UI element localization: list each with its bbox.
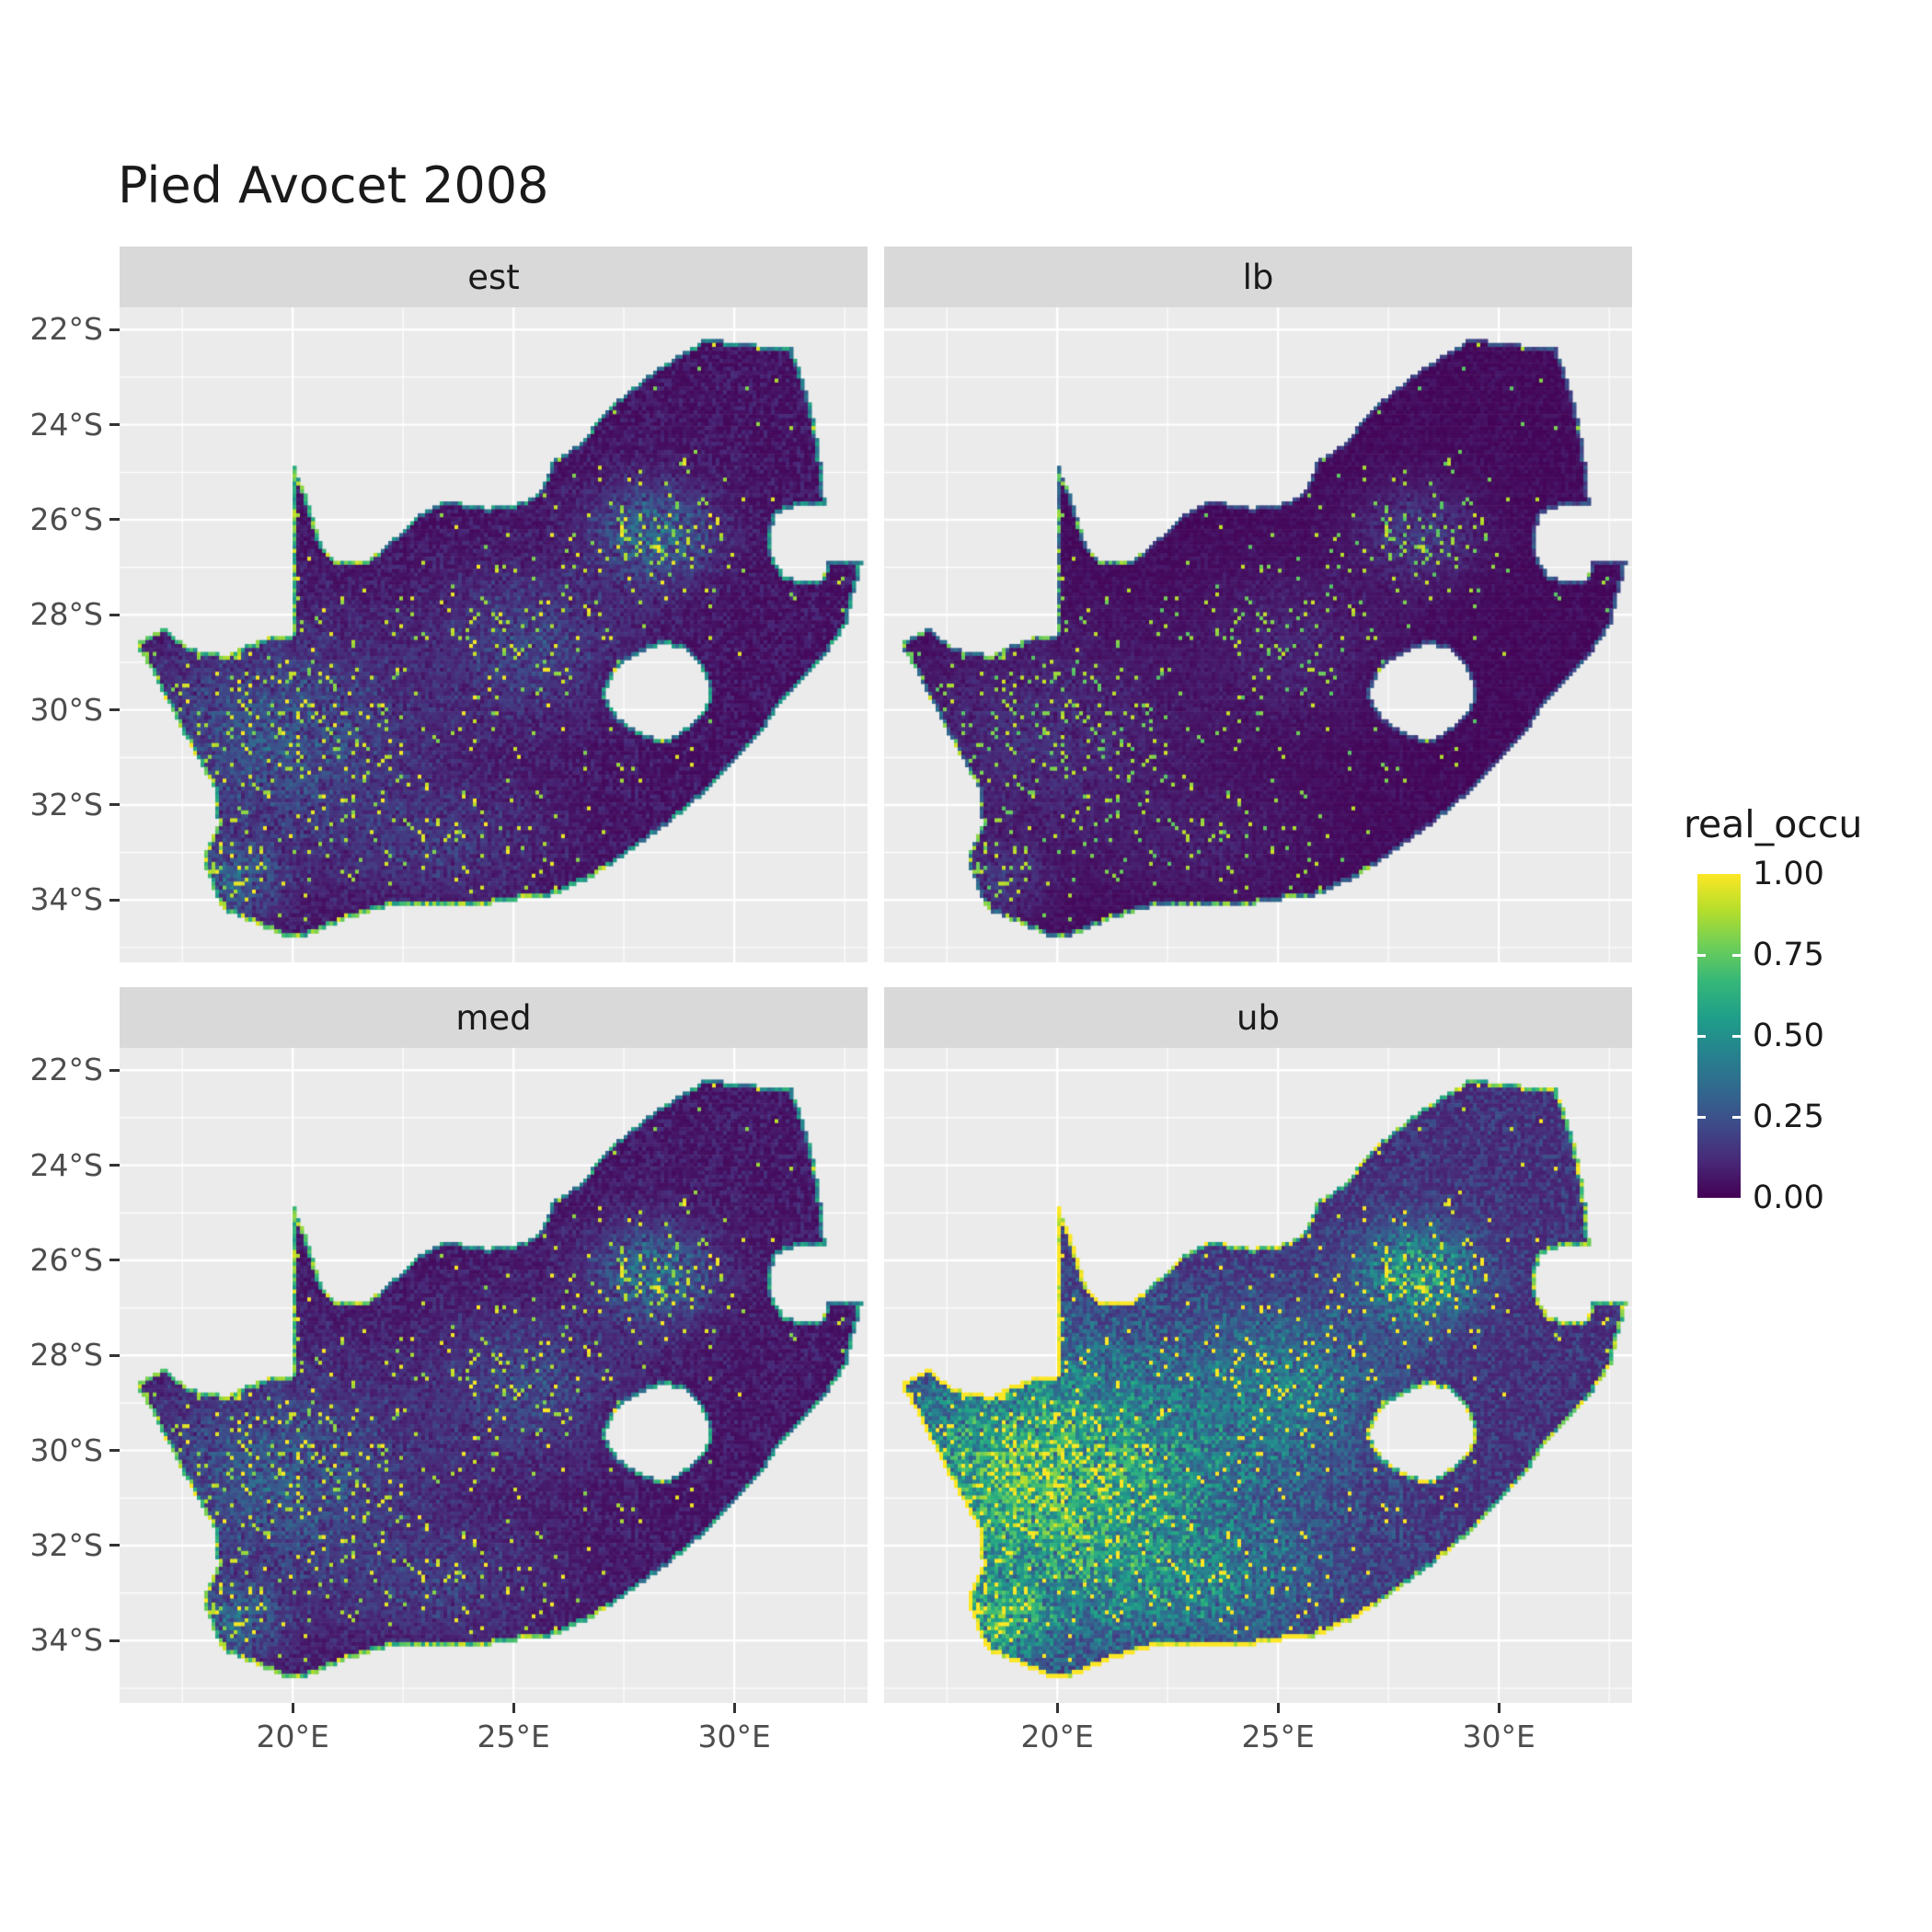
facet-label-ub: ub xyxy=(1236,997,1280,1038)
y-axis-tick xyxy=(109,1259,120,1262)
map-canvas-lb xyxy=(884,307,1632,962)
legend-tick-label: 0.75 xyxy=(1753,937,1824,973)
y-axis-label: 30°S xyxy=(29,1432,103,1468)
y-axis-tick xyxy=(109,328,120,331)
facet-strip-ub: ub xyxy=(884,987,1632,1048)
plot-title: Pied Avocet 2008 xyxy=(118,156,549,214)
facet-label-med: med xyxy=(455,997,532,1038)
map-canvas-est xyxy=(120,307,868,962)
x-axis-label: 20°E xyxy=(256,1719,329,1754)
x-axis-tick xyxy=(1497,1703,1501,1713)
facet-strip-est: est xyxy=(120,247,868,307)
y-axis-label: 26°S xyxy=(29,500,103,537)
legend-tick-label: 1.00 xyxy=(1753,856,1824,892)
y-axis-tick xyxy=(109,708,120,712)
facet-label-est: est xyxy=(467,257,520,297)
y-axis-tick xyxy=(109,1164,120,1167)
y-axis-label: 34°S xyxy=(29,1622,103,1659)
legend-tick-label: 0.00 xyxy=(1753,1179,1824,1216)
y-axis-label: 24°S xyxy=(29,406,103,443)
map-panel-ub xyxy=(884,1048,1632,1703)
y-axis-tick xyxy=(109,898,120,902)
y-axis-label: 26°S xyxy=(29,1241,103,1278)
x-axis-tick xyxy=(291,1703,294,1713)
y-axis-label: 28°S xyxy=(29,596,103,633)
y-axis-label: 28°S xyxy=(29,1337,103,1374)
legend-colorbar xyxy=(1697,874,1741,1198)
y-axis-label: 24°S xyxy=(29,1146,103,1183)
legend-tick-label: 0.50 xyxy=(1753,1018,1824,1054)
map-panel-med xyxy=(120,1048,868,1703)
y-axis-label: 22°S xyxy=(29,311,103,348)
legend-tick-label: 0.25 xyxy=(1753,1098,1824,1135)
y-axis-tick xyxy=(109,803,120,807)
x-axis-tick xyxy=(1055,1703,1059,1713)
facet-strip-lb: lb xyxy=(884,247,1632,307)
y-axis-tick xyxy=(109,423,120,427)
map-panel-lb xyxy=(884,307,1632,962)
x-axis-label: 25°E xyxy=(1241,1719,1315,1754)
x-axis-label: 20°E xyxy=(1020,1719,1094,1754)
y-axis-tick xyxy=(109,518,120,522)
x-axis-label: 30°E xyxy=(697,1719,771,1754)
y-axis-tick xyxy=(109,1353,120,1357)
y-axis-label: 34°S xyxy=(29,881,103,918)
legend-title: real_occu xyxy=(1684,802,1863,846)
y-axis-tick xyxy=(109,1449,120,1453)
y-axis-tick xyxy=(109,1639,120,1642)
map-panel-est xyxy=(120,307,868,962)
y-axis-tick xyxy=(109,1068,120,1072)
y-axis-tick xyxy=(109,1544,120,1547)
y-axis-label: 32°S xyxy=(29,786,103,822)
y-axis-label: 22°S xyxy=(29,1052,103,1088)
x-axis-tick xyxy=(1276,1703,1280,1713)
x-axis-label: 30°E xyxy=(1462,1719,1535,1754)
x-axis-label: 25°E xyxy=(477,1719,550,1754)
facet-label-lb: lb xyxy=(1242,257,1274,297)
y-axis-label: 32°S xyxy=(29,1526,103,1563)
facet-strip-med: med xyxy=(120,987,868,1048)
y-axis-tick xyxy=(109,613,120,616)
x-axis-tick xyxy=(512,1703,515,1713)
map-canvas-med xyxy=(120,1048,868,1703)
x-axis-tick xyxy=(732,1703,736,1713)
y-axis-label: 30°S xyxy=(29,691,103,728)
map-canvas-ub xyxy=(884,1048,1632,1703)
